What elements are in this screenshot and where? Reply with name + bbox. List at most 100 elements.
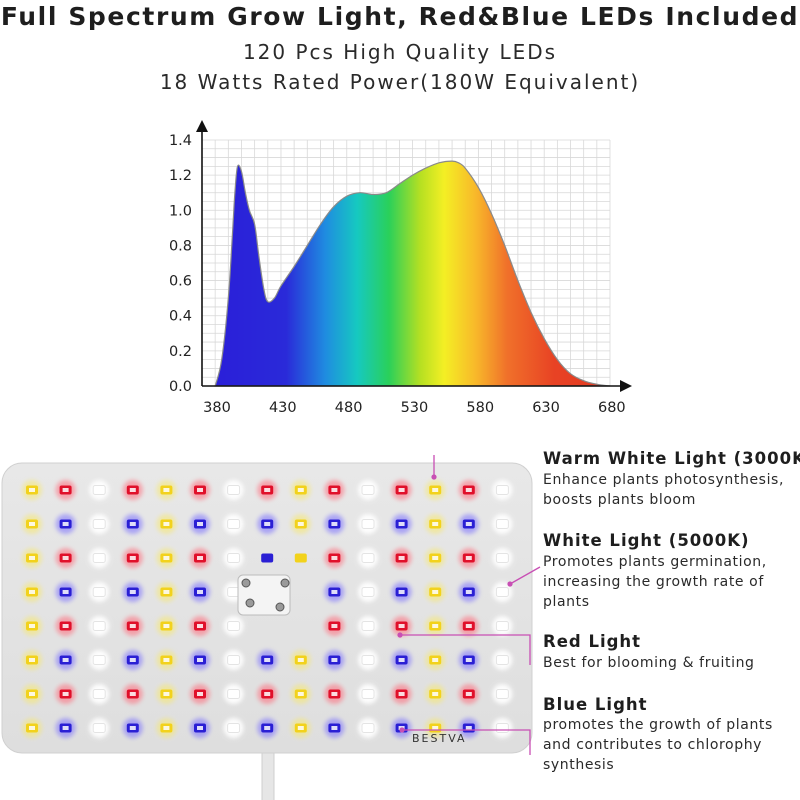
- led-highlight: [197, 658, 203, 662]
- led-highlight: [465, 624, 472, 628]
- led-highlight: [331, 624, 338, 628]
- led-chip: [227, 689, 241, 699]
- led-highlight: [197, 488, 203, 492]
- led-highlight: [398, 692, 405, 696]
- y-tick-label: 0.6: [169, 274, 192, 290]
- brand-logo-text: BESTVA: [412, 732, 467, 745]
- led-highlight: [264, 488, 271, 492]
- led-highlight: [432, 726, 439, 730]
- led-highlight: [62, 522, 69, 526]
- feature-title-blue: Blue Light: [543, 695, 648, 714]
- led-chip: [361, 485, 375, 495]
- feature-title-white: White Light (5000K): [543, 531, 750, 550]
- led-highlight: [398, 590, 405, 594]
- page-title: Full Spectrum Grow Light, Red&Blue LEDs …: [0, 2, 800, 31]
- led-highlight: [432, 556, 439, 560]
- spectrum-chart: 380 430 480 530 580 630 680 0.0 0.2 0.4 0.6 0.8 1.0…: [169, 120, 632, 416]
- led-highlight: [29, 726, 35, 730]
- led-chip: [495, 485, 509, 495]
- x-tick-labels: 380 430 480 530 580 630 680: [203, 400, 626, 416]
- led-highlight: [331, 556, 338, 560]
- led-chip: [495, 519, 509, 529]
- led-highlight: [197, 522, 203, 526]
- led-panel: [1, 455, 541, 800]
- led-highlight: [331, 590, 338, 594]
- led-chip: [361, 621, 375, 631]
- led-highlight: [297, 692, 304, 696]
- feature-desc-blue: promotes the growth of plants and contri…: [543, 717, 773, 773]
- led-highlight: [163, 624, 170, 628]
- led-chip: [92, 655, 106, 665]
- led-highlight: [331, 726, 338, 730]
- led-highlight: [297, 726, 304, 730]
- led-chip: [261, 553, 274, 563]
- led-highlight: [264, 692, 271, 696]
- x-tick-label: 680: [598, 400, 626, 416]
- led-highlight: [29, 658, 35, 662]
- led-chip: [92, 485, 106, 495]
- chart-axes: [196, 120, 632, 392]
- led-highlight: [129, 590, 136, 594]
- led-highlight: [297, 522, 304, 526]
- led-highlight: [331, 692, 338, 696]
- led-highlight: [163, 522, 170, 526]
- led-highlight: [465, 522, 472, 526]
- led-highlight: [62, 488, 69, 492]
- x-tick-label: 630: [532, 400, 560, 416]
- y-tick-label: 1.4: [169, 133, 192, 149]
- led-highlight: [465, 556, 472, 560]
- led-highlight: [129, 522, 136, 526]
- x-tick-label: 430: [269, 400, 297, 416]
- led-highlight: [62, 590, 69, 594]
- y-axis-arrow: [196, 120, 208, 132]
- led-chip: [294, 553, 307, 563]
- led-highlight: [62, 556, 69, 560]
- led-highlight: [129, 658, 136, 662]
- spectrum-area: [214, 160, 611, 387]
- led-highlight: [331, 488, 338, 492]
- led-highlight: [297, 488, 304, 492]
- led-highlight: [398, 556, 405, 560]
- led-highlight: [197, 556, 203, 560]
- led-highlight: [297, 658, 304, 662]
- x-tick-label: 480: [335, 400, 363, 416]
- led-chip: [92, 587, 106, 597]
- led-highlight: [432, 522, 439, 526]
- led-highlight: [331, 522, 338, 526]
- led-highlight: [29, 590, 35, 594]
- led-highlight: [29, 556, 35, 560]
- led-highlight: [465, 488, 472, 492]
- led-highlight: [264, 522, 271, 526]
- led-highlight: [197, 726, 203, 730]
- x-tick-label: 530: [401, 400, 429, 416]
- led-highlight: [163, 556, 170, 560]
- feature-desc-white: Promotes plants germination, increasing …: [543, 554, 767, 610]
- led-chip: [227, 553, 241, 563]
- led-highlight: [432, 692, 439, 696]
- led-highlight: [163, 658, 170, 662]
- y-tick-label: 0.0: [169, 379, 192, 395]
- led-chip: [227, 519, 241, 529]
- led-highlight: [163, 590, 170, 594]
- feature-desc-red: Best for blooming & fruiting: [543, 655, 755, 671]
- led-highlight: [197, 624, 203, 628]
- led-highlight: [398, 488, 405, 492]
- subtitle-led-count: 120 Pcs High Quality LEDs: [242, 40, 558, 64]
- led-highlight: [29, 624, 35, 628]
- led-chip: [92, 553, 106, 563]
- led-highlight: [62, 624, 69, 628]
- led-highlight: [465, 692, 472, 696]
- feature-title-red: Red Light: [543, 632, 642, 651]
- led-highlight: [264, 658, 271, 662]
- led-chip: [92, 621, 106, 631]
- led-chip: [495, 553, 509, 563]
- led-chip: [92, 689, 106, 699]
- feature-desc-warm-white: Enhance plants photosynthesis, boosts pl…: [543, 472, 785, 508]
- led-chip: [227, 723, 241, 733]
- led-highlight: [197, 692, 203, 696]
- led-chip: [92, 519, 106, 529]
- subtitle-power: 18 Watts Rated Power(180W Equivalent): [159, 70, 641, 94]
- led-highlight: [432, 488, 439, 492]
- led-grid: [22, 480, 513, 738]
- led-highlight: [129, 488, 136, 492]
